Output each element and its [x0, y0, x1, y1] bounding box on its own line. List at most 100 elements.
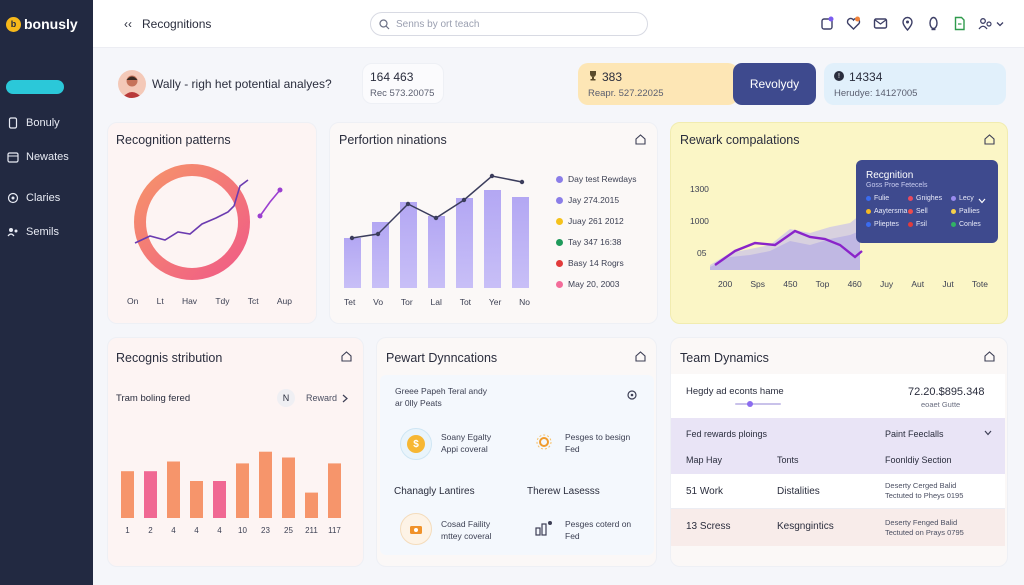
legend-label: Conles	[959, 221, 981, 228]
chevron-down-icon[interactable]	[984, 430, 992, 436]
x-tick-label: 23	[261, 526, 270, 535]
table-row[interactable]	[671, 474, 1005, 509]
heart-icon[interactable]	[846, 16, 861, 31]
user-settings-icon[interactable]	[978, 16, 993, 31]
legend-item: Day test Rewdays	[556, 174, 637, 184]
legend-dot	[951, 222, 956, 227]
bar	[190, 481, 203, 518]
progress-handle[interactable]	[747, 401, 753, 407]
chevron-down-icon[interactable]	[996, 20, 1004, 28]
x-tick-label: 460	[847, 279, 862, 289]
bar	[484, 190, 501, 288]
revolydy-button[interactable]: Revolydy	[733, 63, 816, 105]
performance-chart	[344, 173, 529, 288]
sidebar-item-claries[interactable]: Claries	[7, 192, 60, 204]
item-text: Appi coveral	[441, 444, 488, 454]
legend-dot	[951, 209, 956, 214]
reward-area-chart	[710, 215, 863, 270]
lightbulb-icon[interactable]	[926, 16, 941, 31]
row-label: Hegdy ad econts hame	[686, 386, 784, 397]
legend-label: Jay 274.2015	[568, 195, 620, 205]
home-icon[interactable]	[984, 351, 995, 362]
legend-label: Day test Rewdays	[568, 174, 637, 184]
card-title: Pewart Dynncations	[386, 351, 498, 365]
location-pin-icon[interactable]	[900, 16, 915, 31]
brand-name: bonusly	[24, 16, 78, 32]
sidebar-item-bonuly[interactable]: Bonuly	[7, 117, 60, 129]
brand-logo[interactable]: b bonusly	[6, 16, 78, 32]
table-cell: 13 Scress	[686, 521, 731, 532]
popup-legend-item[interactable]: Aaytersma	[866, 208, 908, 215]
notification-icon[interactable]	[820, 16, 835, 31]
popup-legend-item[interactable]: Plieptes	[866, 221, 908, 228]
sidebar-item-label: Bonuly	[26, 117, 60, 129]
chart-bars-icon[interactable]	[535, 520, 553, 536]
legend-label: Pallies	[959, 208, 980, 215]
legend-label: Juay 261 2012	[568, 216, 624, 226]
x-tick-label: 10	[238, 526, 247, 535]
users-icon	[7, 228, 18, 237]
stat-subtext: Herudye: 14127005	[834, 88, 918, 99]
filter-label[interactable]: Fed rewards ploings	[686, 429, 768, 439]
chevron-right-icon[interactable]	[342, 394, 348, 403]
x-tick-label: Tdy	[215, 296, 230, 306]
sidebar-active-indicator[interactable]	[6, 80, 64, 94]
stat-card[interactable]	[362, 63, 444, 104]
item-text: Fed	[565, 444, 580, 454]
file-icon[interactable]	[952, 16, 967, 31]
reward-filter-button[interactable]: Reward	[306, 393, 338, 403]
home-icon[interactable]	[984, 134, 995, 145]
chevron-down-icon[interactable]	[978, 198, 986, 204]
page-title: Recognitions	[142, 17, 212, 31]
search-input[interactable]: Senns by ort teach	[370, 12, 648, 36]
x-axis-labels: Tet Vo Tor Lal Tot Yer No	[344, 297, 530, 307]
legend-dot	[556, 196, 563, 204]
stat-card[interactable]	[824, 63, 1006, 105]
legend-dot	[866, 222, 871, 227]
filter-badge[interactable]: N	[277, 389, 295, 407]
table-row[interactable]	[671, 509, 1005, 546]
popup-legend-item[interactable]: Gnighes	[908, 195, 951, 202]
trend-point	[277, 187, 283, 193]
ring-shape	[134, 164, 250, 280]
popup-legend-item[interactable]: Lecy	[951, 195, 991, 202]
x-tick-label: Jut	[942, 279, 954, 289]
legend-item: Basy 14 Rogrs	[556, 258, 637, 268]
home-icon[interactable]	[341, 351, 352, 362]
legend-dot	[556, 217, 563, 225]
trend-point	[461, 197, 467, 203]
home-icon[interactable]	[635, 351, 646, 362]
sun-gear-icon[interactable]	[536, 434, 552, 450]
bar	[305, 492, 318, 518]
x-tick-label: Lt	[156, 296, 164, 306]
dollar-symbol: $	[407, 435, 425, 453]
card-title: Team Dynamics	[680, 351, 769, 365]
legend-dot	[556, 280, 563, 288]
sidebar-item-label: Semils	[26, 226, 60, 238]
camera-icon[interactable]	[400, 513, 432, 545]
legend-dot	[908, 209, 913, 214]
popup-legend-item[interactable]: Fsil	[908, 221, 951, 228]
filter-dropdown[interactable]: Paint Feeclalls	[885, 429, 944, 439]
back-chevron-icon[interactable]: ‹‹	[124, 17, 132, 31]
popup-legend-item[interactable]: Fulie	[866, 195, 908, 202]
mail-icon[interactable]	[873, 16, 888, 31]
distribution-bar-chart	[121, 451, 341, 518]
home-icon[interactable]	[635, 134, 646, 145]
x-tick-label: Tet	[344, 297, 356, 307]
settings-icon[interactable]	[626, 389, 638, 401]
popup-legend-item[interactable]: Pallies	[951, 208, 991, 215]
avatar[interactable]	[118, 70, 146, 98]
recognition-popup[interactable]	[856, 160, 998, 243]
trend-line	[134, 179, 249, 244]
sidebar-item-semils[interactable]: Semils	[7, 226, 59, 238]
sidebar-item-newates[interactable]: Newates	[7, 151, 69, 163]
breadcrumb: ‹‹ Recognitions	[124, 17, 211, 31]
stat-card-highlight[interactable]	[578, 63, 738, 105]
popup-legend-item[interactable]: Sell	[908, 208, 951, 215]
trend-line	[714, 229, 863, 266]
y-tick-label: 05	[697, 248, 707, 258]
bar	[121, 471, 134, 518]
dollar-coin-icon[interactable]: $	[400, 428, 432, 460]
popup-legend-item[interactable]: Conles	[951, 221, 991, 228]
